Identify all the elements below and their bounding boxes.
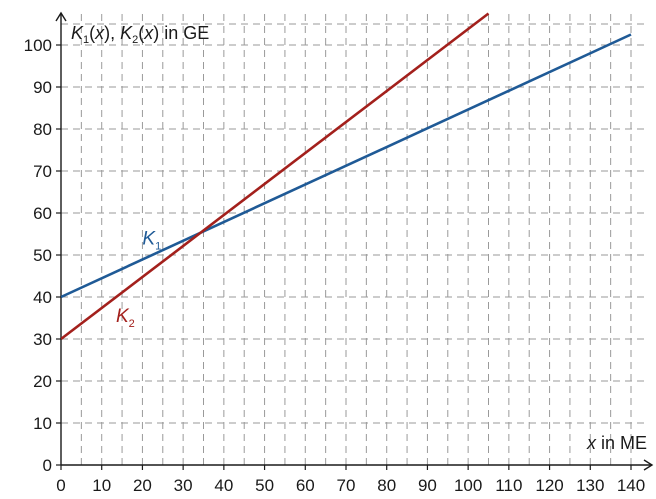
x-axis-label: x in ME (586, 433, 647, 453)
series-label-k1: K1 (142, 229, 161, 253)
x-axis-arrow-icon (643, 459, 654, 471)
y-axis-label: K1(x), K2(x) in GE (71, 23, 209, 46)
x-tick-label: 90 (418, 476, 437, 495)
x-axis-label-rest: in ME (596, 433, 647, 453)
x-tick-label: 0 (56, 476, 65, 495)
y-tick-label: 0 (43, 456, 52, 475)
y-axis-label-part: 2 (132, 34, 138, 46)
grid (61, 14, 645, 465)
series-label-main: K (142, 229, 156, 250)
y-axis-label-part: ( (89, 23, 95, 43)
y-axis-label-part: x (94, 23, 105, 43)
series-line-k2 (61, 12, 490, 341)
y-axis-label-part: K (71, 23, 84, 43)
series-label-sub: 2 (129, 318, 135, 330)
y-tick-label: 20 (33, 372, 52, 391)
y-tick-label: 60 (33, 204, 52, 223)
y-tick-label: 80 (33, 120, 52, 139)
x-tick-label: 80 (377, 476, 396, 495)
x-tick-label: 100 (454, 476, 482, 495)
axes (55, 11, 654, 471)
x-axis-label-var: x (586, 433, 597, 453)
series-label-k2: K2 (116, 306, 135, 330)
series-label-sub: 1 (155, 241, 161, 253)
x-tick-label: 110 (495, 476, 522, 495)
y-tick-label: 50 (33, 246, 52, 265)
y-axis-label-part: x (143, 23, 154, 43)
x-tick-label: 30 (174, 476, 193, 495)
y-tick-label: 10 (33, 414, 52, 433)
series (61, 12, 632, 341)
y-tick-label: 90 (33, 78, 52, 97)
y-axis-label-part: K (120, 23, 133, 43)
y-axis-label-part: 1 (83, 34, 89, 46)
y-tick-label: 70 (33, 162, 52, 181)
x-tick-label: 50 (255, 476, 274, 495)
y-tick-label: 100 (24, 36, 52, 55)
x-tick-label: 70 (337, 476, 356, 495)
series-label-main: K (116, 306, 130, 327)
ticks: 0 10 20 30 40 50 60 70 80 90 100 110 120 130 140010203… (24, 36, 646, 495)
series-line-k1 (61, 33, 632, 299)
x-tick-label: 20 (133, 476, 152, 495)
y-axis-label-part: ( (138, 23, 144, 43)
y-axis-label-part: ), (104, 23, 120, 43)
x-tick-label: 130 (576, 476, 604, 495)
y-axis-label-part: ) in GE (153, 23, 209, 43)
x-tick-label: 140 (617, 476, 645, 495)
y-axis-arrow-icon (55, 11, 67, 22)
x-tick-label: 120 (535, 476, 563, 495)
x-tick-label: 60 (296, 476, 315, 495)
y-tick-label: 30 (33, 330, 52, 349)
y-tick-label: 40 (33, 288, 52, 307)
x-tick-label: 40 (214, 476, 233, 495)
x-tick-label: 10 (92, 476, 111, 495)
